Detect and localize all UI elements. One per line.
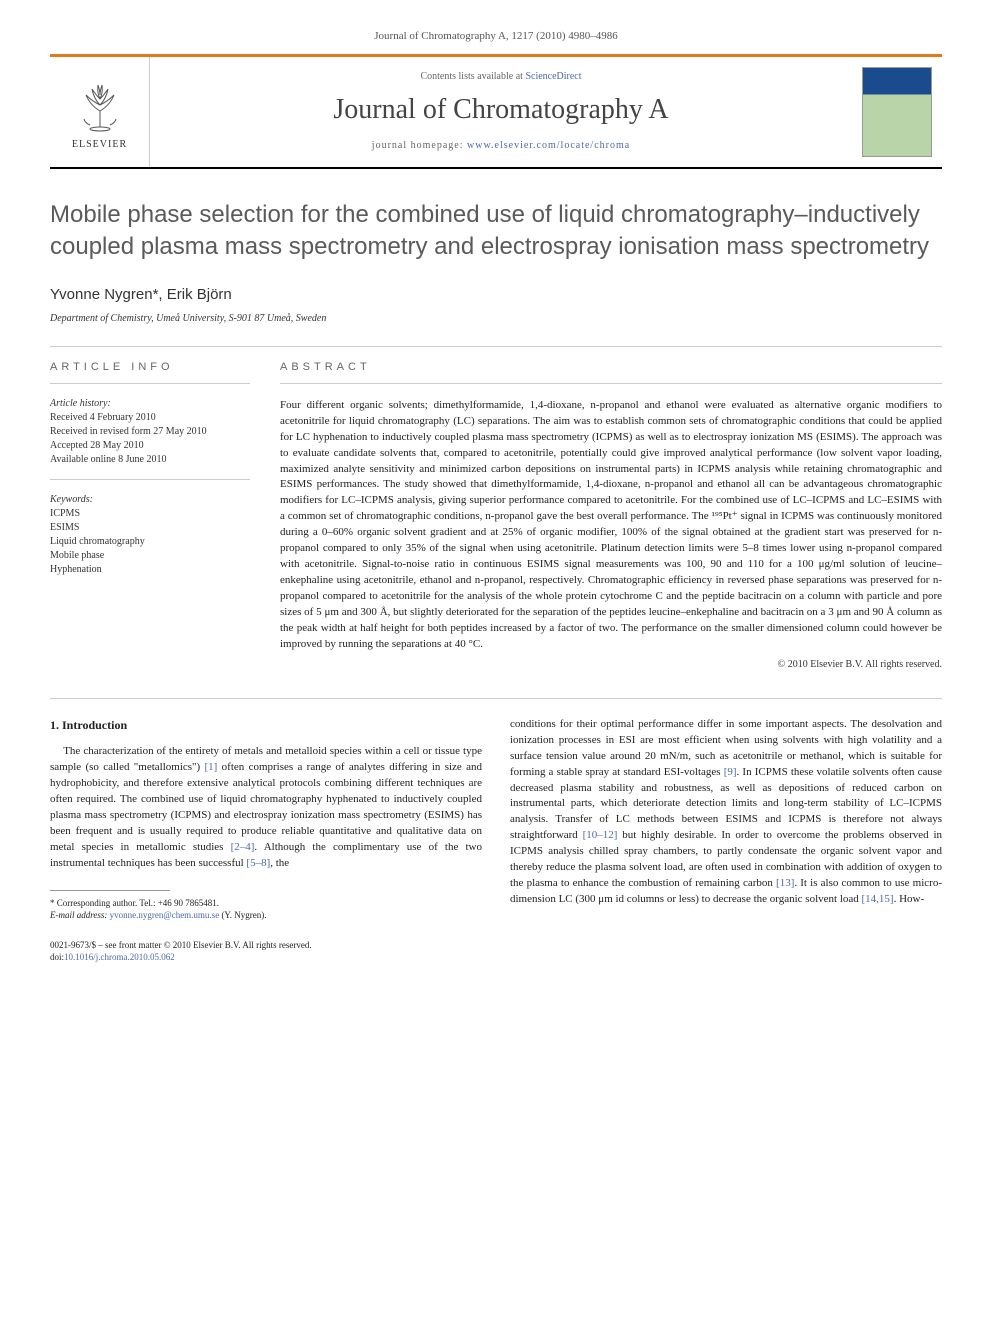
email-link[interactable]: yvonne.nygren@chem.umu.se — [110, 910, 220, 920]
history-line: Received 4 February 2010 — [50, 411, 250, 425]
abstract-col: ABSTRACT Four different organic solvents… — [280, 361, 942, 670]
divider — [50, 346, 942, 347]
affiliation: Department of Chemistry, Umeå University… — [50, 313, 942, 324]
issn-line: 0021-9673/$ – see front matter © 2010 El… — [50, 939, 482, 951]
ref-link[interactable]: [14,15] — [862, 893, 894, 905]
contents-prefix: Contents lists available at — [420, 71, 525, 82]
journal-cover-thumbnail — [862, 67, 932, 157]
history-line: Available online 8 June 2010 — [50, 453, 250, 467]
body-columns: 1. Introduction The characterization of … — [50, 717, 942, 963]
abstract-text: Four different organic solvents; dimethy… — [280, 398, 942, 653]
homepage-link[interactable]: www.elsevier.com/locate/chroma — [467, 140, 630, 151]
keyword: ICPMS — [50, 507, 250, 521]
running-header: Journal of Chromatography A, 1217 (2010)… — [50, 30, 942, 42]
divider — [280, 383, 942, 384]
email-label: E-mail address: — [50, 910, 110, 920]
corresponding-author-footnote: * Corresponding author. Tel.: +46 90 786… — [50, 897, 482, 909]
elsevier-tree-icon — [70, 75, 130, 135]
article-title: Mobile phase selection for the combined … — [50, 199, 942, 264]
article-info-col: ARTICLE INFO Article history: Received 4… — [50, 361, 250, 670]
footer-meta: 0021-9673/$ – see front matter © 2010 El… — [50, 939, 482, 963]
history-label: Article history: — [50, 398, 250, 409]
masthead-center: Contents lists available at ScienceDirec… — [150, 57, 852, 167]
keywords-block: Keywords: ICPMS ESIMS Liquid chromatogra… — [50, 494, 250, 577]
footnote-divider — [50, 890, 170, 891]
section-heading-intro: 1. Introduction — [50, 717, 482, 734]
ref-link[interactable]: [1] — [205, 761, 218, 773]
keywords-label: Keywords: — [50, 494, 250, 505]
homepage-line: journal homepage: www.elsevier.com/locat… — [160, 140, 842, 151]
info-abstract-row: ARTICLE INFO Article history: Received 4… — [50, 361, 942, 670]
ref-link[interactable]: [13] — [776, 877, 794, 889]
history-line: Received in revised form 27 May 2010 — [50, 425, 250, 439]
keyword: Hyphenation — [50, 563, 250, 577]
article-info-heading: ARTICLE INFO — [50, 361, 250, 373]
intro-paragraph-cont: conditions for their optimal performance… — [510, 717, 942, 908]
sciencedirect-link[interactable]: ScienceDirect — [525, 71, 581, 82]
ref-link[interactable]: [5–8] — [246, 857, 270, 869]
keyword: Liquid chromatography — [50, 535, 250, 549]
history-line: Accepted 28 May 2010 — [50, 439, 250, 453]
ref-link[interactable]: [9] — [724, 766, 737, 778]
abstract-heading: ABSTRACT — [280, 361, 942, 373]
divider — [50, 698, 942, 699]
email-suffix: (Y. Nygren). — [219, 910, 266, 920]
homepage-prefix: journal homepage: — [372, 140, 467, 151]
divider — [50, 383, 250, 384]
contents-available-line: Contents lists available at ScienceDirec… — [160, 71, 842, 82]
doi-link[interactable]: 10.1016/j.chroma.2010.05.062 — [64, 952, 175, 962]
ref-link[interactable]: [2–4] — [231, 841, 255, 853]
body-col-right: conditions for their optimal performance… — [510, 717, 942, 963]
keyword: Mobile phase — [50, 549, 250, 563]
ref-link[interactable]: [10–12] — [583, 829, 618, 841]
author-list: Yvonne Nygren*, Erik Björn — [50, 286, 942, 303]
divider — [50, 479, 250, 480]
publisher-block: ELSEVIER — [50, 57, 150, 167]
masthead-cover — [852, 57, 942, 167]
intro-paragraph: The characterization of the entirety of … — [50, 744, 482, 872]
doi-label: doi: — [50, 952, 64, 962]
publisher-label: ELSEVIER — [72, 139, 127, 150]
body-col-left: 1. Introduction The characterization of … — [50, 717, 482, 963]
doi-line: doi:10.1016/j.chroma.2010.05.062 — [50, 951, 482, 963]
journal-masthead: ELSEVIER Contents lists available at Sci… — [50, 54, 942, 169]
abstract-copyright: © 2010 Elsevier B.V. All rights reserved… — [280, 659, 942, 670]
email-footnote: E-mail address: yvonne.nygren@chem.umu.s… — [50, 909, 482, 921]
journal-name: Journal of Chromatography A — [160, 94, 842, 126]
keyword: ESIMS — [50, 521, 250, 535]
